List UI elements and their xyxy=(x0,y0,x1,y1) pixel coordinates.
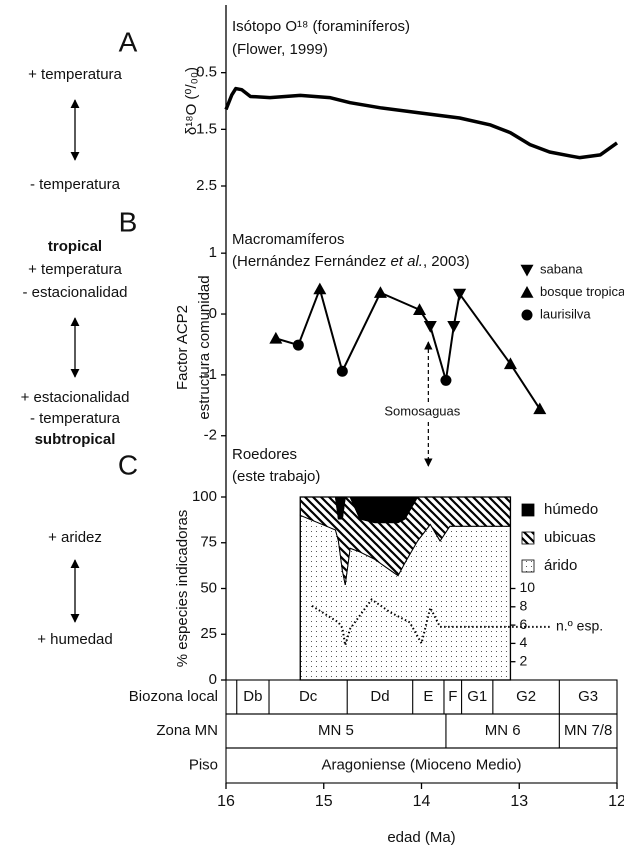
strat-unit: MN 7/8 xyxy=(564,722,612,739)
side-label: + estacionalidad xyxy=(21,389,130,406)
strat-row xyxy=(225,713,618,749)
strat-unit: MN 5 xyxy=(318,722,354,739)
count-line xyxy=(311,598,551,647)
side-label: subtropical xyxy=(35,431,116,448)
count-label: n.º esp. xyxy=(556,618,603,634)
y-tick-label: 75 xyxy=(200,534,217,551)
marker xyxy=(521,309,533,321)
y2-tick-label: 10 xyxy=(519,579,535,595)
annotation: Somosaguas xyxy=(384,403,460,418)
y-tick-label: 100 xyxy=(192,488,217,505)
legend-swatch xyxy=(521,531,535,545)
marker xyxy=(292,339,304,351)
x-tick-label: 12 xyxy=(608,793,624,810)
strat-unit: Dd xyxy=(370,688,389,705)
panel-title: Macromamíferos xyxy=(232,231,345,248)
marker xyxy=(336,365,348,377)
y-tick-label: 2.5 xyxy=(196,177,217,194)
side-label: - estacionalidad xyxy=(22,284,127,301)
strat-unit: Db xyxy=(243,688,262,705)
panel-letter: C xyxy=(118,449,138,480)
y-axis-label: % especies indicadoras xyxy=(174,510,191,668)
y-tick-label: 0 xyxy=(209,305,217,322)
y-axis-label: Factor ACP2 xyxy=(174,305,191,390)
strat-unit: E xyxy=(423,688,433,705)
y2-tick-label: 6 xyxy=(519,616,527,632)
panel-letter: A xyxy=(119,26,138,57)
subtitle-part: (Hernández Fernández xyxy=(232,253,390,270)
legend-swatch xyxy=(521,559,535,573)
marker xyxy=(520,286,534,298)
y-axis-label: estructura comunidad xyxy=(196,275,213,419)
strat-unit: MN 6 xyxy=(485,722,521,739)
marker xyxy=(520,264,534,277)
panel-letter: B xyxy=(119,206,138,237)
y2-tick-label: 4 xyxy=(519,634,527,650)
x-tick-label: 16 xyxy=(217,793,235,810)
legend-swatch xyxy=(521,503,535,517)
y-tick-label: 50 xyxy=(200,579,217,596)
side-label: - temperatura xyxy=(30,176,121,193)
legend-label: bosque tropical xyxy=(540,284,624,299)
strat-unit: G2 xyxy=(516,688,536,705)
strat-unit: G1 xyxy=(467,688,487,705)
x-axis-label: edad (Ma) xyxy=(387,829,455,846)
y-tick-label: -2 xyxy=(204,427,217,444)
y-axis-label: δ¹⁸O (⁰/₀₀) xyxy=(183,67,200,135)
y2-tick-label: 2 xyxy=(519,652,527,668)
side-label: + aridez xyxy=(48,529,102,546)
x-tick-label: 15 xyxy=(315,793,333,810)
marker xyxy=(423,321,437,333)
isotope-line xyxy=(224,86,619,160)
legend-label: laurisilva xyxy=(540,306,591,321)
strat-unit: F xyxy=(448,688,457,705)
marker xyxy=(440,374,452,386)
x-tick-label: 14 xyxy=(413,793,431,810)
strat-row xyxy=(225,679,618,715)
panel-title: Isótopo O¹⁸ (foraminíferos) xyxy=(232,18,410,35)
panel-subtitle: (este trabajo) xyxy=(232,468,320,485)
strat-unit: Aragoniense (Mioceno Medio) xyxy=(321,756,521,773)
side-label: tropical xyxy=(48,238,102,255)
strat-row-label: Zona MN xyxy=(156,722,218,739)
panel-subtitle: (Hernández Fernández et al., 2003) xyxy=(232,253,470,270)
marker xyxy=(373,286,387,298)
subtitle-part: , 2003) xyxy=(423,253,470,270)
side-label: - temperatura xyxy=(30,410,121,427)
strat-row-label: Piso xyxy=(189,756,218,773)
marker xyxy=(533,402,547,415)
y-tick-label: 1 xyxy=(209,244,217,261)
strat-unit: G3 xyxy=(578,688,598,705)
legend-label: árido xyxy=(544,557,577,574)
legend-label: ubicuas xyxy=(544,529,596,546)
y2-tick-label: 8 xyxy=(519,598,527,614)
y-tick-label: 0 xyxy=(209,671,217,688)
marker xyxy=(453,288,467,301)
side-label: + temperatura xyxy=(28,261,122,278)
strat-row-label: Biozona local xyxy=(129,688,218,705)
legend-label: húmedo xyxy=(544,501,598,518)
side-label: + humedad xyxy=(37,631,112,648)
y-tick-label: 1.5 xyxy=(196,120,217,137)
panel-subtitle: (Flower, 1999) xyxy=(232,41,328,58)
marker xyxy=(447,321,461,333)
connect-line xyxy=(275,285,541,410)
legend-label: sabana xyxy=(540,261,583,276)
y-tick-label: 0.5 xyxy=(196,64,217,81)
x-tick-label: 13 xyxy=(510,793,528,810)
marker xyxy=(313,282,327,295)
subtitle-part: et al. xyxy=(390,253,423,270)
panel-title: Roedores xyxy=(232,446,297,463)
y-tick-label: 25 xyxy=(200,625,217,642)
y-tick-label: -1 xyxy=(204,366,217,383)
side-label: + temperatura xyxy=(28,66,122,83)
marker xyxy=(503,357,517,370)
marker xyxy=(413,303,427,315)
marker xyxy=(269,331,283,344)
strat-unit: Dc xyxy=(299,688,318,705)
